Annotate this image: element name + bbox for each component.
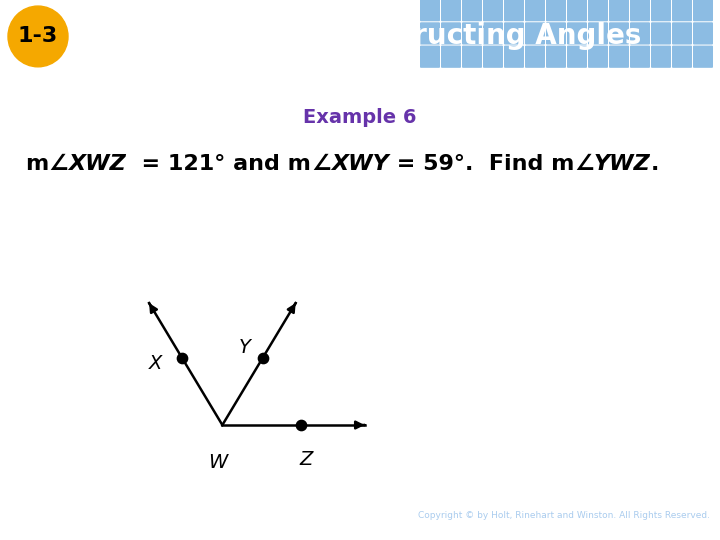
Text: ∠: ∠ [48,154,68,174]
FancyBboxPatch shape [609,22,629,44]
FancyBboxPatch shape [567,22,587,44]
Text: 1-3: 1-3 [18,26,58,46]
FancyBboxPatch shape [420,0,440,21]
FancyBboxPatch shape [504,45,524,68]
Text: XWY: XWY [331,154,389,174]
FancyBboxPatch shape [525,22,545,44]
FancyBboxPatch shape [441,0,461,21]
Circle shape [8,6,68,67]
FancyBboxPatch shape [651,22,671,44]
FancyBboxPatch shape [567,0,587,21]
FancyBboxPatch shape [462,0,482,21]
Text: Measuring and Constructing Angles: Measuring and Constructing Angles [82,23,642,50]
FancyBboxPatch shape [672,0,692,21]
Text: Y: Y [238,338,251,357]
Text: ∠: ∠ [311,154,331,174]
FancyBboxPatch shape [693,22,713,44]
Text: = 59°.  Find m: = 59°. Find m [389,154,574,174]
Point [176,354,188,362]
FancyBboxPatch shape [630,45,650,68]
FancyBboxPatch shape [441,22,461,44]
FancyBboxPatch shape [630,22,650,44]
FancyBboxPatch shape [420,45,440,68]
Text: Copyright © by Holt, Rinehart and Winston. All Rights Reserved.: Copyright © by Holt, Rinehart and Winsto… [418,511,710,520]
FancyBboxPatch shape [672,45,692,68]
FancyBboxPatch shape [546,22,566,44]
FancyBboxPatch shape [630,0,650,21]
FancyBboxPatch shape [588,0,608,21]
FancyBboxPatch shape [483,45,503,68]
Point [295,421,307,429]
FancyBboxPatch shape [588,22,608,44]
FancyBboxPatch shape [462,22,482,44]
FancyBboxPatch shape [546,0,566,21]
FancyBboxPatch shape [525,0,545,21]
FancyBboxPatch shape [483,22,503,44]
Text: = 121° and m: = 121° and m [126,154,311,174]
FancyBboxPatch shape [693,0,713,21]
FancyBboxPatch shape [609,0,629,21]
FancyBboxPatch shape [462,45,482,68]
FancyBboxPatch shape [420,22,440,44]
Text: m: m [25,154,48,174]
FancyBboxPatch shape [504,22,524,44]
FancyBboxPatch shape [525,45,545,68]
FancyBboxPatch shape [483,0,503,21]
Point [257,354,269,362]
FancyBboxPatch shape [651,45,671,68]
FancyBboxPatch shape [693,45,713,68]
FancyBboxPatch shape [567,45,587,68]
FancyBboxPatch shape [546,45,566,68]
Text: YWZ: YWZ [594,154,651,174]
Text: Holt Geometry: Holt Geometry [15,508,140,523]
FancyBboxPatch shape [504,0,524,21]
FancyBboxPatch shape [609,45,629,68]
Text: Example 6: Example 6 [303,109,417,127]
Text: W: W [207,454,227,472]
Text: .: . [651,154,659,174]
FancyBboxPatch shape [588,45,608,68]
Text: XWZ: XWZ [68,154,126,174]
Text: ∠: ∠ [574,154,594,174]
Text: X: X [148,354,162,373]
Text: Z: Z [299,450,312,469]
FancyBboxPatch shape [651,0,671,21]
FancyBboxPatch shape [672,22,692,44]
FancyBboxPatch shape [441,45,461,68]
